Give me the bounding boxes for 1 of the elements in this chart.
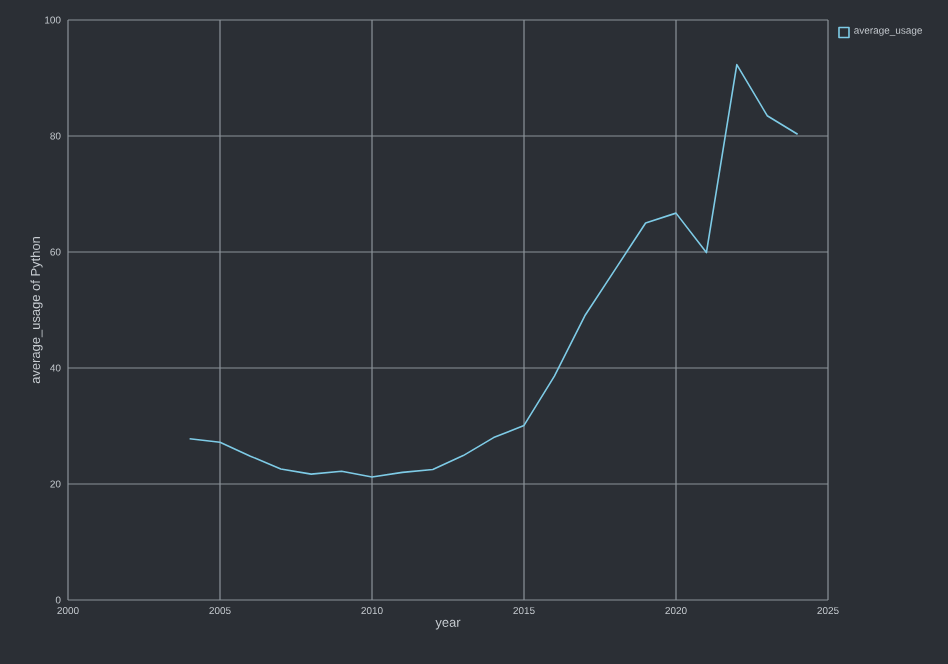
line-series: [188, 63, 799, 478]
